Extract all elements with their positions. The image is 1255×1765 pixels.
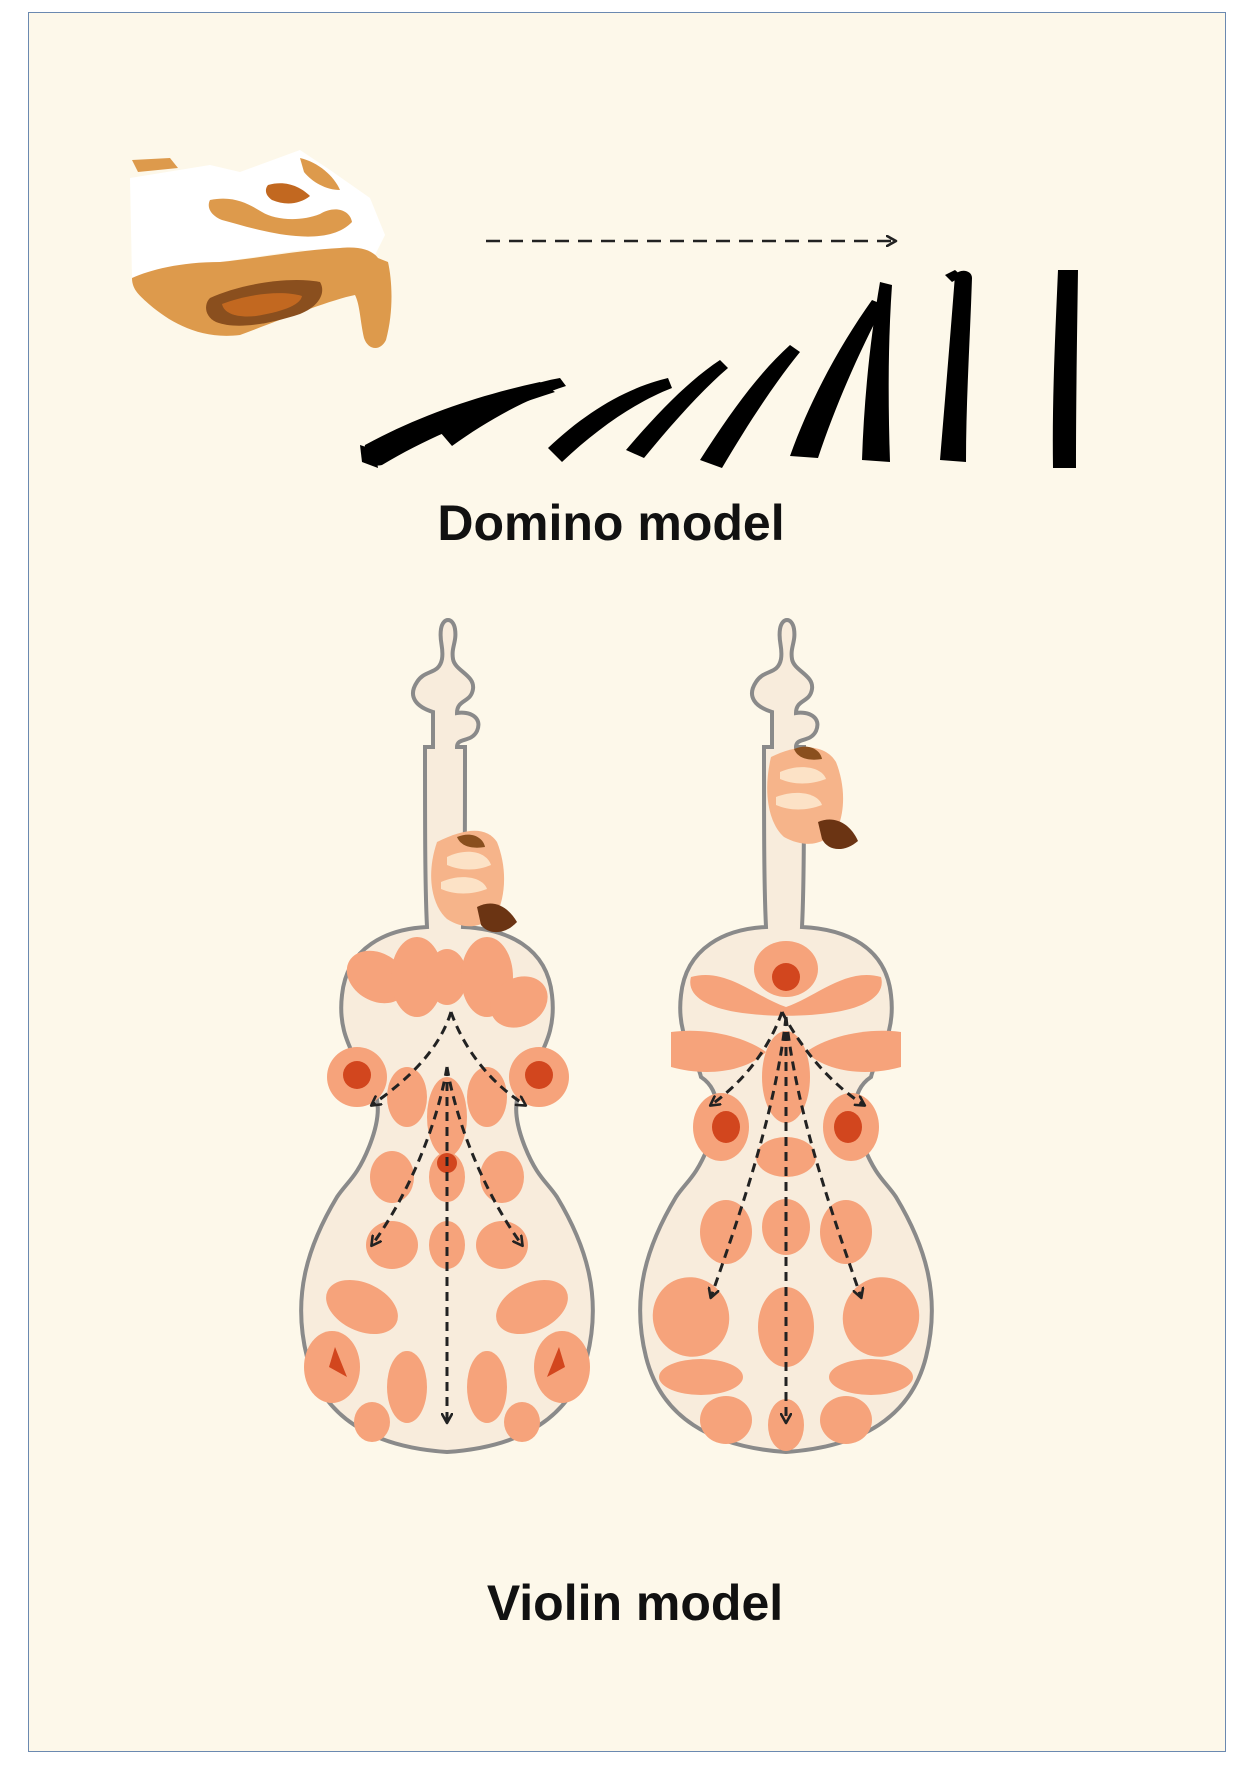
hand-icon bbox=[431, 830, 517, 933]
domino-chain-icon bbox=[360, 270, 1078, 468]
violin-model-label: Violin model bbox=[487, 1575, 783, 1631]
violin-icon bbox=[299, 618, 595, 1454]
domino-model-label: Domino model bbox=[437, 495, 784, 551]
hand-icon bbox=[767, 746, 858, 850]
violin-icon bbox=[638, 618, 934, 1454]
hand-icon bbox=[130, 150, 392, 349]
